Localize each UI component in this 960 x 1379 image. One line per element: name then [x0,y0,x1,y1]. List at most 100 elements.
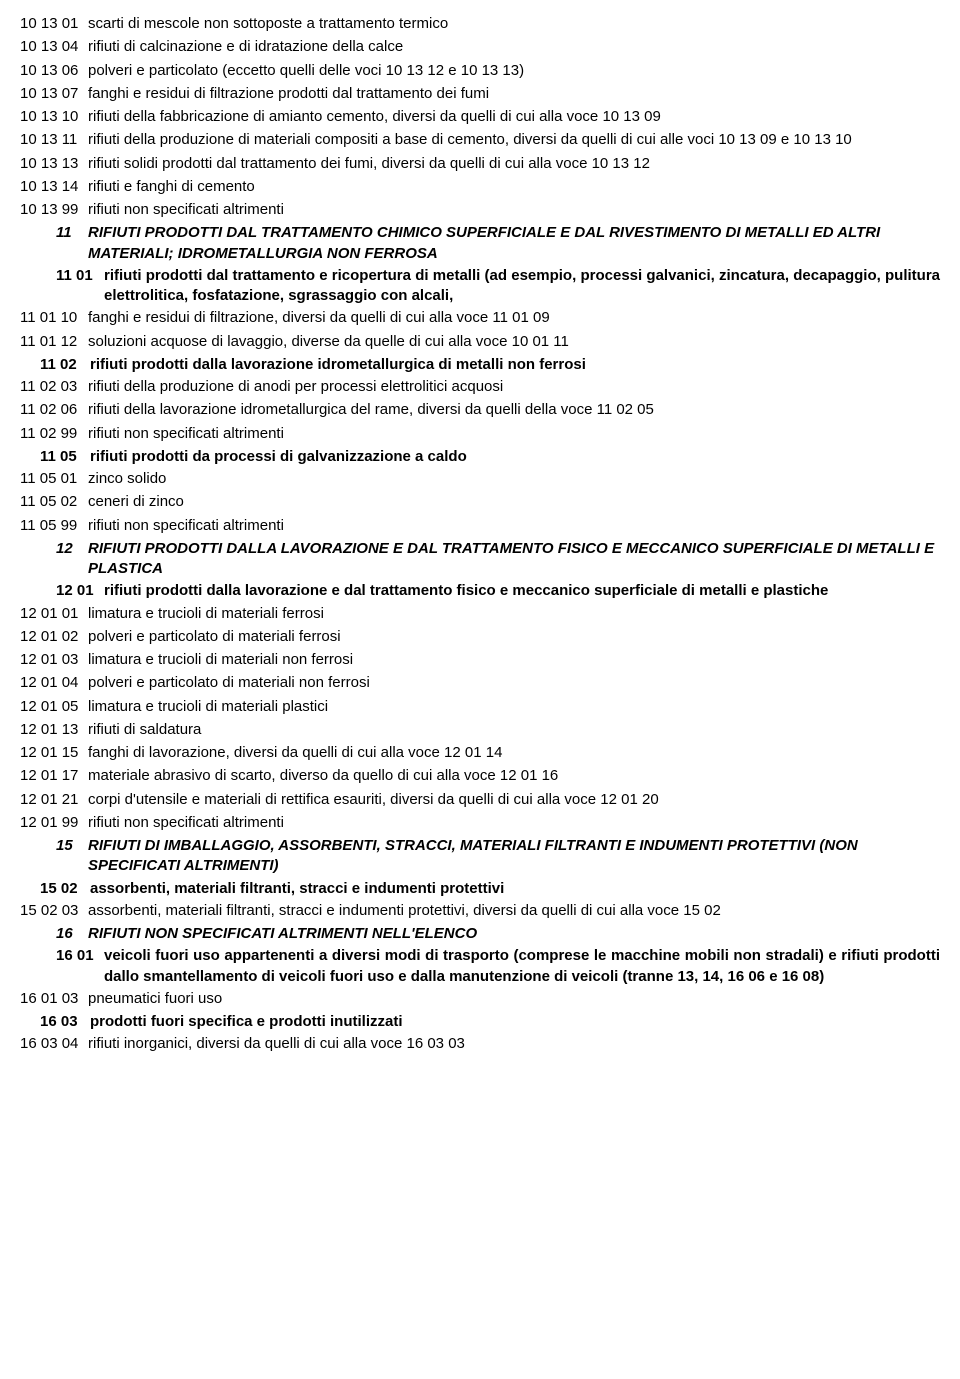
item-code: 11 02 06 [20,400,88,420]
item-code: 11 01 12 [20,332,88,352]
subsection-heading: 11 01rifiuti prodotti dal trattamento e … [20,266,940,307]
subsection-heading: 16 01veicoli fuori uso appartenenti a di… [20,946,940,987]
item-code: 12 01 13 [20,720,88,740]
section-heading: 15RIFIUTI DI IMBALLAGGIO, ASSORBENTI, ST… [20,836,940,877]
item-description: rifiuti solidi prodotti dal trattamento … [88,154,940,174]
item-description: fanghi di lavorazione, diversi da quelli… [88,743,940,763]
item-code: 10 13 13 [20,154,88,174]
waste-code-item: 11 05 01zinco solido [20,469,940,489]
waste-code-item: 10 13 10rifiuti della fabbricazione di a… [20,107,940,127]
item-code: 15 02 03 [20,901,88,921]
waste-code-item: 11 02 06rifiuti della lavorazione idrome… [20,400,940,420]
waste-code-item: 11 05 99rifiuti non specificati altrimen… [20,516,940,536]
waste-code-item: 10 13 14rifiuti e fanghi di cemento [20,177,940,197]
item-code: 11 02 03 [20,377,88,397]
item-code: 12 01 03 [20,650,88,670]
waste-code-item: 12 01 15fanghi di lavorazione, diversi d… [20,743,940,763]
item-code: 10 13 99 [20,200,88,220]
item-code: 11 02 99 [20,424,88,444]
item-description: rifiuti non specificati altrimenti [88,424,940,444]
item-code: 11 01 10 [20,308,88,328]
waste-code-item: 11 02 99rifiuti non specificati altrimen… [20,424,940,444]
item-description: rifiuti della fabbricazione di amianto c… [88,107,940,127]
waste-code-item: 16 03 04rifiuti inorganici, diversi da q… [20,1034,940,1054]
item-code: 11 05 01 [20,469,88,489]
item-description: polveri e particolato di materiali non f… [88,673,940,693]
section-heading: 16RIFIUTI NON SPECIFICATI ALTRIMENTI NEL… [20,924,940,944]
waste-code-item: 12 01 05limatura e trucioli di materiali… [20,697,940,717]
subsection-heading: 12 01rifiuti prodotti dalla lavorazione … [20,581,940,601]
subsection-heading: 15 02assorbenti, materiali filtranti, st… [20,879,940,899]
item-description: ceneri di zinco [88,492,940,512]
item-code: 16 03 04 [20,1034,88,1054]
waste-code-item: 12 01 04polveri e particolato di materia… [20,673,940,693]
subheading-text: rifiuti prodotti dal trattamento e ricop… [104,266,940,307]
subheading-text: rifiuti prodotti da processi di galvaniz… [90,447,940,467]
waste-code-item: 10 13 11rifiuti della produzione di mate… [20,130,940,150]
subheading-text: rifiuti prodotti dalla lavorazione e dal… [104,581,940,601]
item-code: 12 01 15 [20,743,88,763]
item-code: 12 01 05 [20,697,88,717]
waste-code-item: 10 13 07fanghi e residui di filtrazione … [20,84,940,104]
item-description: rifiuti della lavorazione idrometallurgi… [88,400,940,420]
item-description: rifiuti non specificati altrimenti [88,200,940,220]
item-description: polveri e particolato di materiali ferro… [88,627,940,647]
waste-code-item: 12 01 13rifiuti di saldatura [20,720,940,740]
waste-code-item: 11 01 10fanghi e residui di filtrazione,… [20,308,940,328]
section-heading: 11RIFIUTI PRODOTTI DAL TRATTAMENTO CHIMI… [20,223,940,264]
heading-text: RIFIUTI NON SPECIFICATI ALTRIMENTI NELL'… [88,924,940,944]
subsection-heading: 16 03prodotti fuori specifica e prodotti… [20,1012,940,1032]
item-code: 12 01 02 [20,627,88,647]
item-description: soluzioni acquose di lavaggio, diverse d… [88,332,940,352]
waste-code-item: 12 01 02polveri e particolato di materia… [20,627,940,647]
section-heading: 12RIFIUTI PRODOTTI DALLA LAVORAZIONE E D… [20,539,940,580]
waste-code-item: 12 01 01limatura e trucioli di materiali… [20,604,940,624]
heading-text: RIFIUTI PRODOTTI DALLA LAVORAZIONE E DAL… [88,539,940,580]
heading-number: 16 [56,924,88,944]
item-description: rifiuti di saldatura [88,720,940,740]
waste-code-item: 12 01 17materiale abrasivo di scarto, di… [20,766,940,786]
subheading-number: 16 03 [40,1012,90,1032]
item-code: 10 13 01 [20,14,88,34]
item-description: limatura e trucioli di materiali plastic… [88,697,940,717]
item-description: materiale abrasivo di scarto, diverso da… [88,766,940,786]
subheading-text: prodotti fuori specifica e prodotti inut… [90,1012,940,1032]
item-code: 11 05 02 [20,492,88,512]
item-description: fanghi e residui di filtrazione prodotti… [88,84,940,104]
item-description: rifiuti di calcinazione e di idratazione… [88,37,940,57]
heading-number: 11 [56,223,88,264]
subheading-text: rifiuti prodotti dalla lavorazione idrom… [90,355,940,375]
waste-code-item: 10 13 01scarti di mescole non sottoposte… [20,14,940,34]
waste-code-item: 12 01 21corpi d'utensile e materiali di … [20,790,940,810]
waste-code-item: 11 02 03rifiuti della produzione di anod… [20,377,940,397]
item-description: rifiuti non specificati altrimenti [88,516,940,536]
waste-code-item: 10 13 13rifiuti solidi prodotti dal trat… [20,154,940,174]
subsection-heading: 11 05rifiuti prodotti da processi di gal… [20,447,940,467]
subheading-number: 11 02 [40,355,90,375]
heading-text: RIFIUTI PRODOTTI DAL TRATTAMENTO CHIMICO… [88,223,940,264]
subheading-number: 16 01 [56,946,104,987]
item-description: polveri e particolato (eccetto quelli de… [88,61,940,81]
item-code: 10 13 14 [20,177,88,197]
subheading-text: assorbenti, materiali filtranti, stracci… [90,879,940,899]
heading-number: 15 [56,836,88,877]
item-description: limatura e trucioli di materiali non fer… [88,650,940,670]
waste-code-item: 10 13 99rifiuti non specificati altrimen… [20,200,940,220]
item-description: pneumatici fuori uso [88,989,940,1009]
waste-code-item: 16 01 03pneumatici fuori uso [20,989,940,1009]
waste-codes-list: 10 13 01scarti di mescole non sottoposte… [20,14,940,1055]
item-code: 16 01 03 [20,989,88,1009]
item-description: assorbenti, materiali filtranti, stracci… [88,901,940,921]
item-code: 12 01 01 [20,604,88,624]
item-description: rifiuti della produzione di materiali co… [88,130,940,150]
subheading-number: 12 01 [56,581,104,601]
item-description: rifiuti non specificati altrimenti [88,813,940,833]
item-description: limatura e trucioli di materiali ferrosi [88,604,940,624]
item-description: rifiuti inorganici, diversi da quelli di… [88,1034,940,1054]
item-code: 11 05 99 [20,516,88,536]
subsection-heading: 11 02rifiuti prodotti dalla lavorazione … [20,355,940,375]
item-code: 10 13 04 [20,37,88,57]
heading-text: RIFIUTI DI IMBALLAGGIO, ASSORBENTI, STRA… [88,836,940,877]
subheading-number: 11 05 [40,447,90,467]
waste-code-item: 12 01 99rifiuti non specificati altrimen… [20,813,940,833]
